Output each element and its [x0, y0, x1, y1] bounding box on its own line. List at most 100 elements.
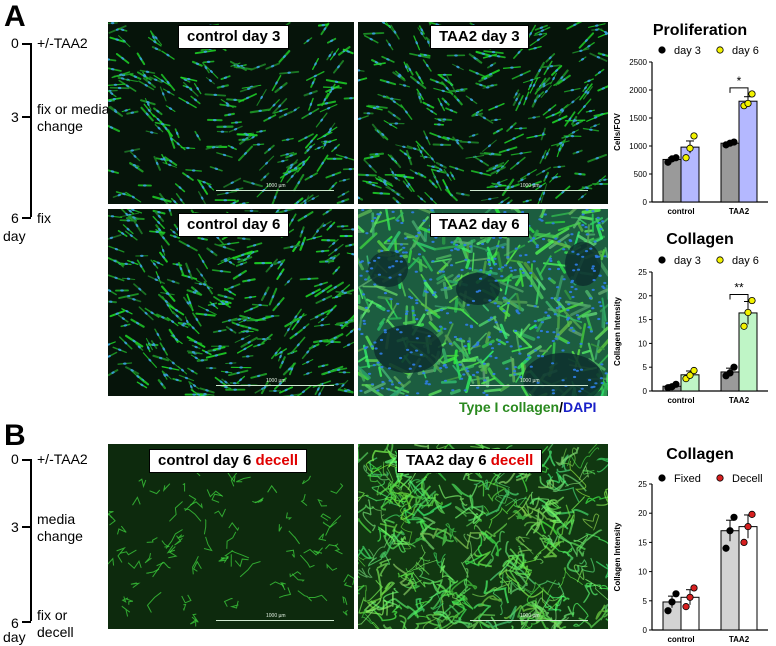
data-point: [744, 99, 752, 108]
image-label: control day 6: [178, 213, 290, 237]
x-tick-label: TAA2: [729, 207, 750, 216]
x-tick-label: control: [667, 207, 694, 216]
y-tick-label: 10: [638, 339, 647, 348]
timeline-tick-num: 6: [11, 615, 19, 631]
data-point: [726, 369, 734, 377]
micrograph-texture: [358, 22, 608, 204]
timeline-b: 0 +/-TAA2 3 media change 6 fix or decell…: [0, 440, 105, 646]
scale-text: 1000 µm: [520, 183, 540, 189]
chart-collagen-b: Fixed Decell 0 5 10 15 20 25 Collagen Intensity c…: [613, 473, 768, 644]
bar: [662, 158, 682, 203]
y-axis-label: Collagen Intensity: [613, 297, 622, 366]
chart-title: Collagen: [666, 231, 734, 248]
data-point: [686, 593, 694, 601]
timeline-tick-label: +/-TAA2: [37, 35, 88, 51]
stain-separator: /: [559, 399, 563, 415]
data-point: [730, 138, 738, 146]
image-label: TAA2 day 3: [430, 25, 529, 49]
legend-marker: [716, 474, 724, 482]
data-point: [726, 527, 734, 535]
timeline-tick-num: 0: [11, 35, 19, 51]
x-tick-label: control: [667, 635, 694, 644]
scale-text: 1000 µm: [520, 613, 540, 619]
data-point: [690, 366, 698, 375]
x-tick-label: TAA2: [729, 635, 750, 644]
image-label: control day 6 decell: [149, 449, 308, 473]
chart-title: Proliferation: [652, 22, 748, 39]
stain-collagen: Type I collagen: [459, 399, 560, 415]
y-tick-label: 25: [638, 268, 647, 277]
scale-bar: [470, 620, 588, 621]
x-tick-label: TAA2: [729, 396, 750, 405]
y-tick-label: 500: [634, 170, 648, 179]
data-point: [730, 513, 738, 521]
micrograph-taa2-day3: TAA2 day 3 1000 µm: [358, 22, 608, 204]
stain-legend: Type I collagen/DAPI: [459, 399, 596, 415]
data-point: [748, 510, 756, 518]
timeline-unit: day: [3, 228, 26, 244]
data-point: [664, 607, 672, 615]
legend-marker: [658, 46, 666, 54]
timeline-tick-num: 6: [11, 210, 19, 226]
scale-bar: [216, 385, 334, 386]
chart-title: Collagen: [666, 446, 734, 463]
data-point: [682, 154, 690, 162]
micrograph-texture: [108, 22, 354, 204]
significance-label: **: [734, 281, 744, 295]
micrograph-taa2-day6: TAA2 day 6 1000 µm: [358, 209, 608, 396]
timeline-tick-label: media change: [37, 511, 83, 544]
timeline-tick-label: +/-TAA2: [37, 451, 88, 467]
y-tick-label: 20: [638, 292, 647, 301]
y-axis-label: Cells/FOV: [613, 112, 622, 150]
panel-letter-b: B: [4, 419, 26, 452]
legend-label: Decell: [732, 473, 763, 485]
y-tick-label: 25: [638, 480, 647, 489]
significance-bracket: [729, 87, 749, 100]
y-tick-label: 0: [643, 387, 648, 396]
data-point: [668, 598, 676, 606]
timeline-tick-label: fix or media change: [37, 101, 110, 134]
image-label: TAA2 day 6: [430, 213, 529, 237]
legend-label: Fixed: [674, 473, 701, 485]
legend-label: day 6: [732, 255, 759, 267]
panel-letter-a: A: [4, 0, 26, 33]
timeline-tick-num: 3: [11, 519, 19, 535]
y-tick-label: 15: [638, 538, 647, 547]
data-point: [740, 538, 748, 547]
data-point: [744, 523, 752, 531]
scale-text: 1000 µm: [266, 613, 286, 619]
legend-label: day 3: [674, 45, 701, 57]
micrograph-texture: [108, 209, 354, 396]
bar: [720, 142, 740, 203]
chart-collagen-a: day 3 day 6 0 5 10 15 20 25 Collagen Intensity co…: [613, 255, 768, 405]
y-tick-label: 5: [643, 597, 648, 606]
image-label: control day 3: [178, 25, 290, 49]
timeline-tick-num: 3: [11, 109, 19, 125]
chart-proliferation: day 3 day 6 0 500 1000 1500 2000 2500 Cells/FOV c…: [613, 45, 768, 216]
legend-marker: [716, 46, 724, 54]
y-axis-label: Collagen Intensity: [613, 522, 622, 591]
legend-marker: [716, 256, 724, 264]
y-tick-label: 2000: [629, 86, 647, 95]
data-point: [682, 603, 690, 611]
scale-bar: [216, 620, 334, 621]
micrograph-taa2-decell: TAA2 day 6 decell 1000 µm: [358, 444, 608, 629]
scale-text: 1000 µm: [520, 378, 540, 384]
micrograph-control-decell: control day 6 decell 1000 µm: [108, 444, 354, 629]
data-point: [722, 544, 730, 552]
micrograph-control-day6: control day 6 1000 µm: [108, 209, 354, 396]
data-point: [744, 308, 752, 317]
timeline-a: 0 +/-TAA2 3 fix or media change 6 fix da…: [0, 0, 109, 243]
y-tick-label: 10: [638, 568, 647, 577]
timeline-unit: day: [3, 629, 26, 645]
micrograph-texture: [108, 467, 354, 627]
image-label: TAA2 day 6 decell: [397, 449, 543, 473]
data-point: [672, 380, 680, 388]
stain-dapi: DAPI: [563, 399, 597, 415]
data-point: [686, 144, 694, 152]
data-point: [672, 590, 680, 598]
data-point: [690, 584, 698, 592]
significance-label: *: [737, 74, 742, 88]
y-tick-label: 1500: [629, 114, 647, 123]
y-tick-label: 15: [638, 316, 647, 325]
